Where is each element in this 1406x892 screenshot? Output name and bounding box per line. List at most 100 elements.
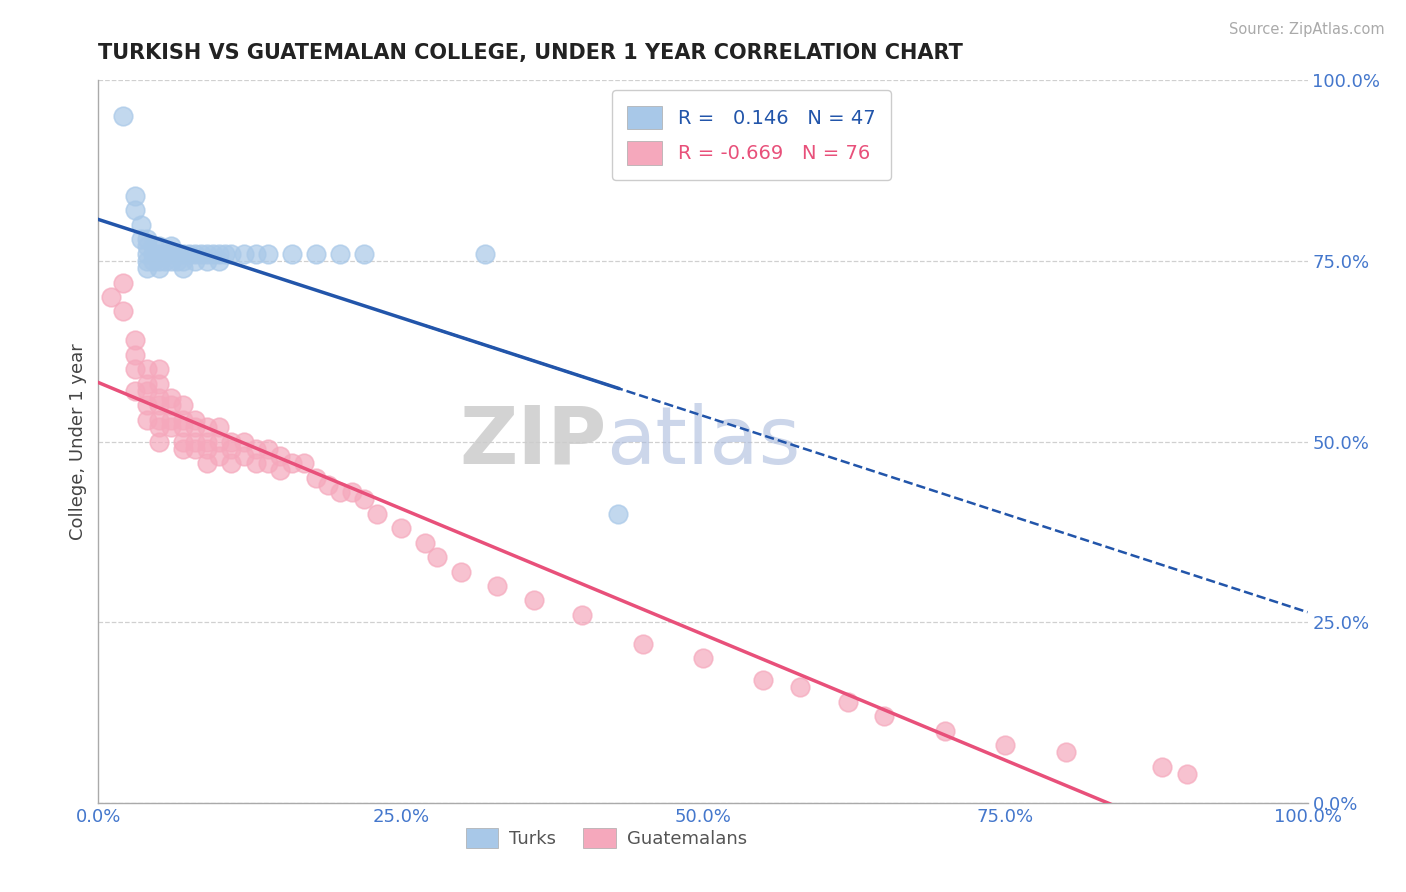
- Point: [631, 637, 654, 651]
- Point: [208, 449, 231, 463]
- Point: [256, 246, 278, 260]
- Point: [221, 246, 243, 260]
- Point: [148, 391, 170, 405]
- Point: [153, 246, 176, 260]
- Point: [166, 253, 188, 268]
- Point: [160, 420, 183, 434]
- Point: [142, 246, 165, 260]
- Point: [389, 521, 412, 535]
- Point: [135, 261, 157, 276]
- Point: [153, 253, 176, 268]
- Text: Source: ZipAtlas.com: Source: ZipAtlas.com: [1229, 22, 1385, 37]
- Point: [305, 246, 328, 260]
- Point: [692, 651, 714, 665]
- Point: [184, 246, 207, 260]
- Text: atlas: atlas: [606, 402, 800, 481]
- Point: [148, 420, 170, 434]
- Point: [245, 246, 267, 260]
- Point: [148, 413, 170, 427]
- Point: [135, 362, 157, 376]
- Point: [195, 420, 218, 434]
- Point: [232, 246, 254, 260]
- Point: [184, 413, 207, 427]
- Point: [148, 376, 170, 391]
- Point: [172, 413, 194, 427]
- Point: [208, 253, 231, 268]
- Point: [184, 253, 207, 268]
- Point: [195, 246, 218, 260]
- Point: [789, 680, 811, 694]
- Point: [256, 456, 278, 470]
- Point: [195, 456, 218, 470]
- Point: [208, 246, 231, 260]
- Point: [486, 579, 509, 593]
- Point: [179, 246, 201, 260]
- Point: [1152, 760, 1174, 774]
- Point: [160, 391, 183, 405]
- Point: [195, 442, 218, 456]
- Point: [124, 384, 146, 398]
- Point: [184, 420, 207, 434]
- Legend: Turks, Guatemalans: Turks, Guatemalans: [458, 821, 754, 855]
- Point: [752, 673, 775, 687]
- Point: [426, 550, 449, 565]
- Point: [837, 695, 859, 709]
- Point: [221, 442, 243, 456]
- Point: [316, 478, 339, 492]
- Point: [202, 246, 225, 260]
- Point: [195, 434, 218, 449]
- Point: [160, 253, 183, 268]
- Point: [148, 253, 170, 268]
- Point: [221, 434, 243, 449]
- Point: [413, 535, 436, 549]
- Point: [172, 434, 194, 449]
- Point: [129, 232, 152, 246]
- Point: [232, 449, 254, 463]
- Point: [148, 239, 170, 253]
- Point: [269, 449, 291, 463]
- Point: [214, 246, 236, 260]
- Point: [160, 239, 183, 253]
- Point: [111, 304, 134, 318]
- Point: [148, 246, 170, 260]
- Point: [172, 246, 194, 260]
- Point: [135, 398, 157, 412]
- Point: [124, 362, 146, 376]
- Point: [184, 434, 207, 449]
- Point: [124, 348, 146, 362]
- Point: [281, 456, 304, 470]
- Point: [450, 565, 472, 579]
- Point: [135, 239, 157, 253]
- Point: [245, 456, 267, 470]
- Point: [135, 246, 157, 260]
- Point: [166, 246, 188, 260]
- Point: [148, 434, 170, 449]
- Point: [172, 261, 194, 276]
- Point: [160, 413, 183, 427]
- Point: [111, 110, 134, 124]
- Point: [172, 253, 194, 268]
- Point: [160, 398, 183, 412]
- Point: [160, 246, 183, 260]
- Point: [172, 442, 194, 456]
- Point: [366, 507, 388, 521]
- Point: [994, 738, 1017, 752]
- Point: [1054, 745, 1077, 759]
- Point: [342, 485, 364, 500]
- Point: [124, 334, 146, 348]
- Point: [873, 709, 896, 723]
- Point: [172, 420, 194, 434]
- Point: [245, 442, 267, 456]
- Point: [1175, 767, 1198, 781]
- Point: [148, 261, 170, 276]
- Point: [135, 253, 157, 268]
- Point: [523, 593, 546, 607]
- Point: [148, 362, 170, 376]
- Text: ZIP: ZIP: [458, 402, 606, 481]
- Point: [172, 398, 194, 412]
- Point: [124, 203, 146, 218]
- Point: [221, 456, 243, 470]
- Point: [269, 463, 291, 477]
- Point: [135, 232, 157, 246]
- Point: [129, 218, 152, 232]
